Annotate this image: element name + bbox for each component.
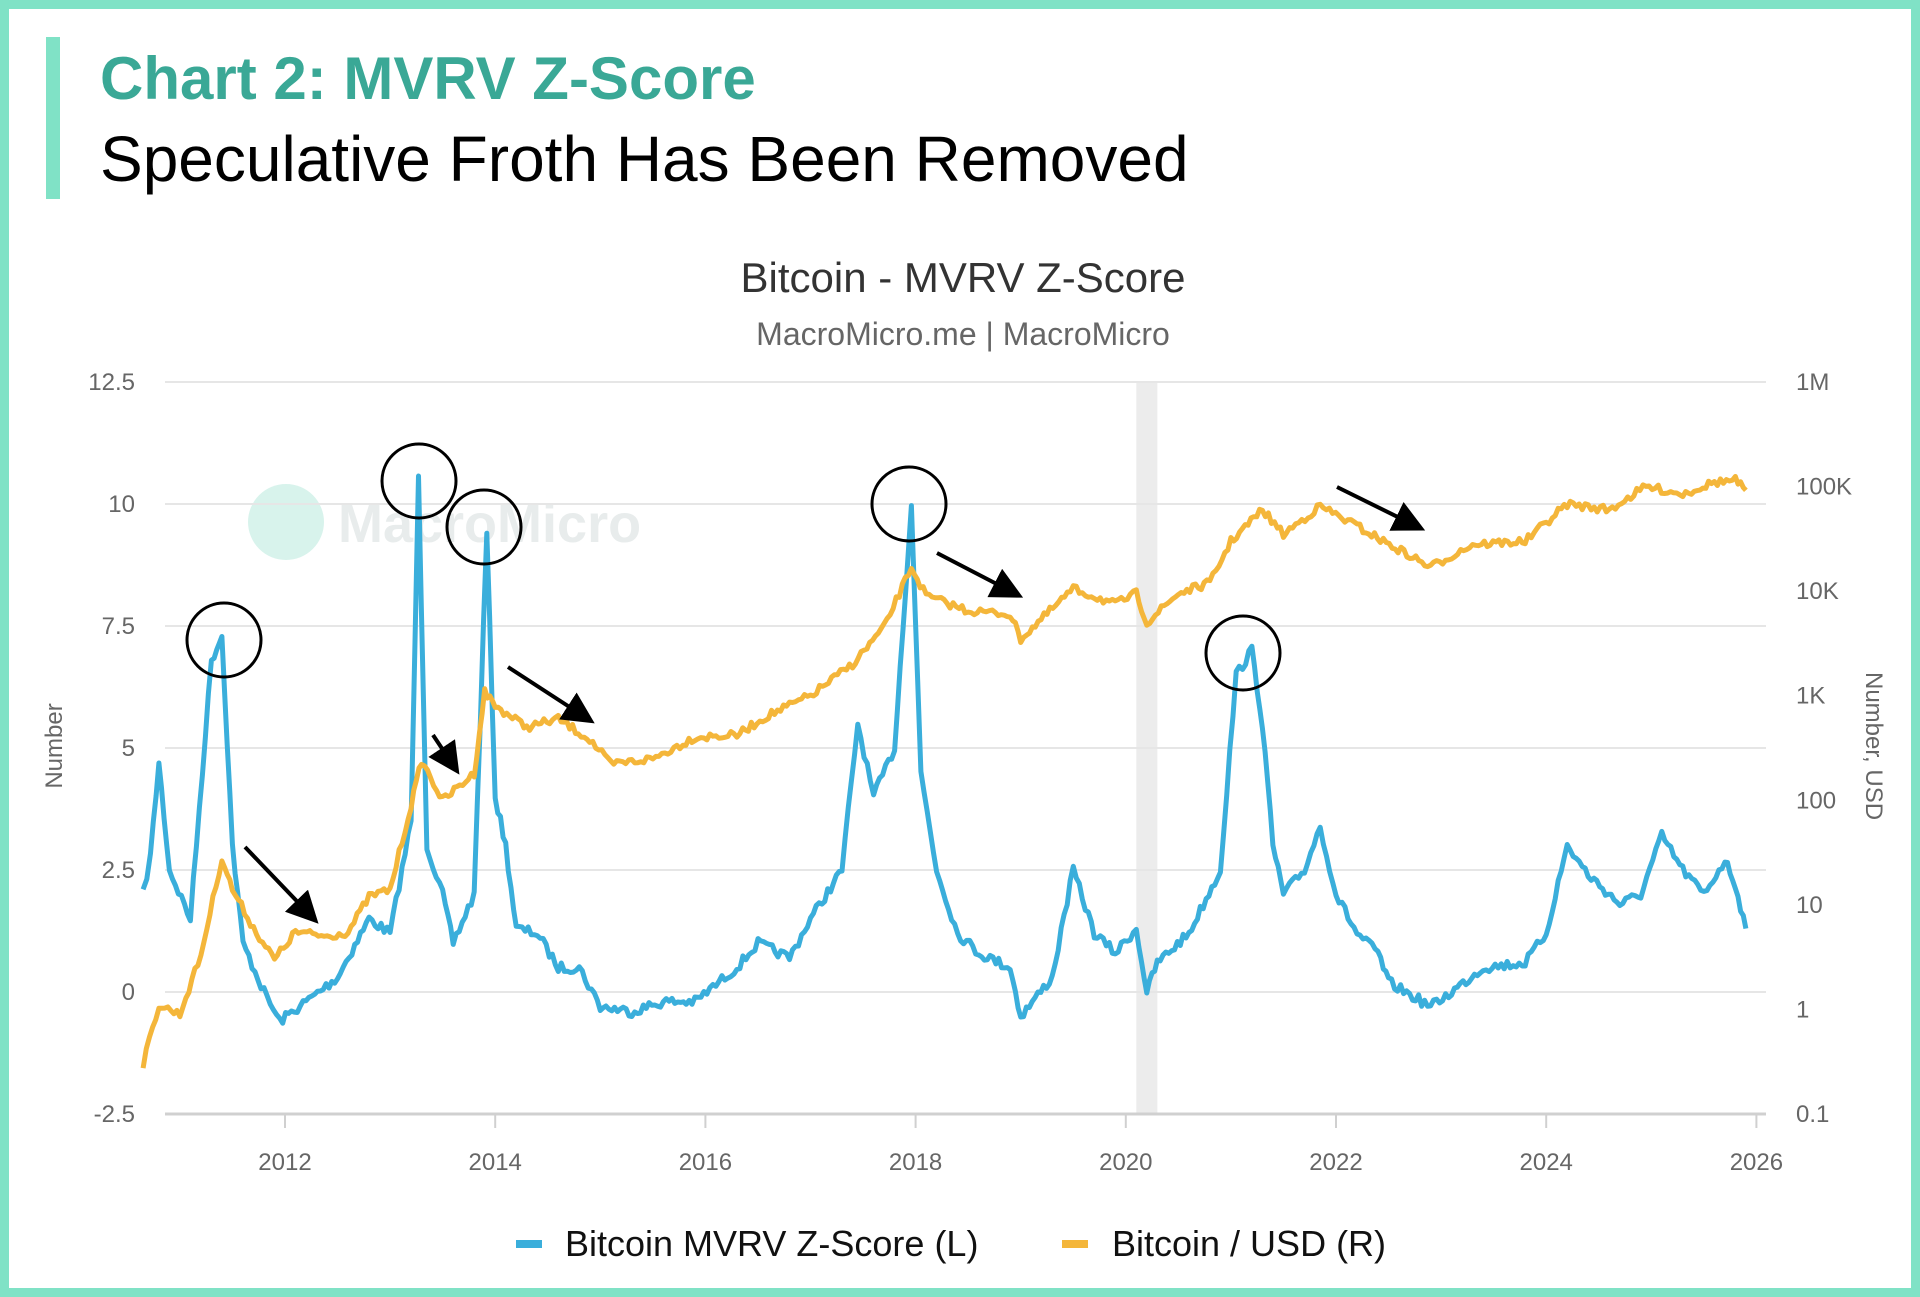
right-tick-label: 100K [1796, 474, 1852, 501]
legend-label-zscore: Bitcoin MVRV Z-Score (L) [565, 1223, 978, 1264]
page-title: Chart 2: MVRV Z-Score [100, 45, 756, 112]
right-tick-label: 1 [1796, 996, 1809, 1023]
left-tick-label: 2.5 [102, 857, 135, 884]
zscore-line [140, 473, 1749, 1026]
annotation-circle [870, 465, 948, 543]
chart-title: Bitcoin - MVRV Z-Score [741, 254, 1186, 301]
legend-item-price[interactable]: Bitcoin / USD (R) [1062, 1223, 1386, 1264]
page-subtitle: Speculative Froth Has Been Removed [100, 123, 1189, 195]
x-tick-label: 2020 [1099, 1149, 1152, 1176]
right-tick-label: 10 [1796, 892, 1823, 919]
right-tick-label: 100 [1796, 787, 1836, 814]
left-axis-label: Number [41, 703, 68, 788]
left-tick-label: 7.5 [102, 613, 135, 640]
x-tick-label: 2014 [469, 1149, 522, 1176]
x-tick-label: 2024 [1520, 1149, 1573, 1176]
x-tick-label: 2022 [1309, 1149, 1362, 1176]
annotation-arrow [506, 665, 595, 724]
watermark-logo-icon [248, 484, 324, 560]
annotation-arrow [428, 733, 460, 775]
left-tick-label: 5 [122, 735, 135, 762]
legend-label-price: Bitcoin / USD (R) [1112, 1223, 1386, 1264]
annotations [185, 442, 1426, 924]
annotation-arrow [1336, 485, 1426, 531]
annotation-circle [185, 601, 263, 679]
chart-subtitle: MacroMicro.me | MacroMicro [756, 316, 1170, 352]
right-axis-label: Number, USD [1860, 672, 1887, 820]
left-tick-label: -2.5 [94, 1101, 135, 1128]
x-tick-label: 2026 [1730, 1149, 1783, 1176]
left-tick-label: 12.5 [88, 369, 135, 396]
right-tick-label: 1M [1796, 369, 1829, 396]
annotation-circle [445, 488, 523, 566]
right-tick-label: 1K [1796, 683, 1825, 710]
right-tick-label: 10K [1796, 578, 1839, 605]
annotation-arrow [936, 551, 1024, 598]
legend-swatch-zscore [516, 1240, 542, 1248]
legend: Bitcoin MVRV Z-Score (L) Bitcoin / USD (… [516, 1223, 1386, 1264]
left-tick-label: 0 [122, 979, 135, 1006]
legend-swatch-price [1062, 1240, 1088, 1248]
annotation-circle [380, 442, 458, 520]
x-tick-label: 2018 [889, 1149, 942, 1176]
right-tick-label: 0.1 [1796, 1101, 1829, 1128]
annotation-circle [1204, 614, 1282, 692]
price-line [140, 474, 1748, 1069]
annotation-arrow [243, 845, 319, 924]
left-tick-label: 10 [108, 491, 135, 518]
x-tick-label: 2012 [258, 1149, 311, 1176]
legend-item-zscore[interactable]: Bitcoin MVRV Z-Score (L) [516, 1223, 978, 1264]
x-tick-label: 2016 [679, 1149, 732, 1176]
title-accent-bar [46, 37, 60, 199]
watermark-logo: MacroMicro [248, 484, 641, 560]
